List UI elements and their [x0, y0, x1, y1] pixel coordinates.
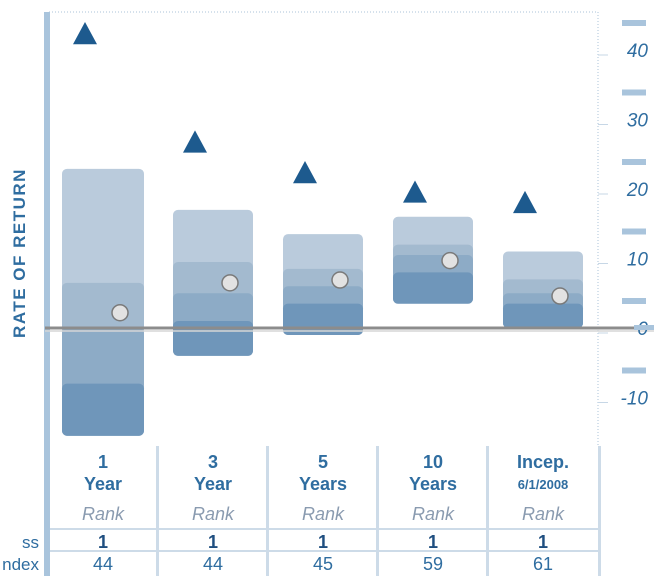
rank-header: Rank	[192, 504, 235, 524]
circle-marker	[111, 303, 129, 322]
y-tick-label: 10	[627, 250, 649, 271]
y-tick-label: 30	[627, 111, 649, 132]
triangle-marker	[293, 161, 317, 184]
rank-cell: 1	[208, 532, 218, 552]
rank-cell: 45	[313, 554, 333, 574]
table-right-border	[598, 446, 601, 576]
y-axis-label: RATE OF RETURN	[10, 168, 29, 338]
rank-cell: 1	[318, 532, 328, 552]
rank-cell: 1	[98, 532, 108, 552]
band-group	[503, 251, 583, 328]
right-y-axis: -10010203040	[598, 20, 654, 410]
triangle-marker	[513, 190, 537, 214]
table-left-border	[44, 446, 50, 576]
row-label: ndex	[2, 555, 39, 574]
circle-marker	[551, 287, 569, 305]
triangle-marker	[403, 180, 427, 203]
tick-mark	[622, 228, 646, 235]
period-sublabel: Year	[194, 474, 232, 494]
tick-mark	[622, 367, 646, 374]
column-divider	[156, 446, 159, 576]
band-bottom-quartile	[503, 303, 583, 328]
triangle-marker	[73, 22, 97, 45]
left-axis-bar	[44, 12, 50, 446]
period-sublabel: Year	[84, 474, 122, 494]
rank-table: 1YearRank1443YearRank1445YearsRank14510Y…	[2, 446, 601, 576]
period-sublabel: Years	[299, 474, 347, 494]
y-tick-label: -10	[621, 389, 649, 410]
rank-cell: 59	[423, 554, 443, 574]
bands-layer	[62, 168, 583, 436]
circle-marker	[331, 271, 349, 289]
rank-header: Rank	[302, 504, 345, 524]
y-tick-label: 20	[626, 180, 649, 201]
tick-mark	[622, 89, 646, 96]
band-group	[62, 168, 144, 436]
period-label: 3	[208, 452, 218, 472]
band-group	[173, 209, 253, 356]
rank-cell: 61	[533, 554, 553, 574]
column-divider	[266, 446, 269, 576]
circle-marker	[441, 251, 459, 270]
triangle-marker	[183, 130, 207, 153]
band-bottom-quartile	[62, 383, 144, 436]
rank-cell: 1	[538, 532, 548, 552]
rank-header: Rank	[522, 504, 565, 524]
tick-mark	[622, 20, 646, 26]
zero-tick-mark	[634, 325, 654, 330]
tick-mark	[622, 159, 646, 165]
circle-marker	[221, 274, 239, 292]
period-label: Incep.	[517, 452, 569, 472]
rank-cell: 1	[428, 532, 438, 552]
column-divider	[486, 446, 489, 576]
period-sublabel: 6/1/2008	[518, 477, 569, 492]
row-label: ss	[22, 533, 39, 552]
markers-layer	[73, 22, 569, 322]
band-group	[393, 216, 473, 304]
y-tick-label: 40	[627, 41, 649, 62]
band-group	[283, 234, 363, 335]
rank-cell: 44	[203, 554, 223, 574]
band-bottom-quartile	[393, 272, 473, 304]
rank-header: Rank	[82, 504, 125, 524]
column-divider	[376, 446, 379, 576]
period-sublabel: Years	[409, 474, 457, 494]
plot-frame	[44, 11, 599, 446]
period-label: 10	[423, 452, 443, 472]
rank-cell: 44	[93, 554, 113, 574]
tick-mark	[622, 298, 646, 304]
period-label: 1	[98, 452, 108, 472]
period-label: 5	[318, 452, 328, 472]
band-bottom-quartile	[173, 321, 253, 356]
rank-header: Rank	[412, 504, 455, 524]
